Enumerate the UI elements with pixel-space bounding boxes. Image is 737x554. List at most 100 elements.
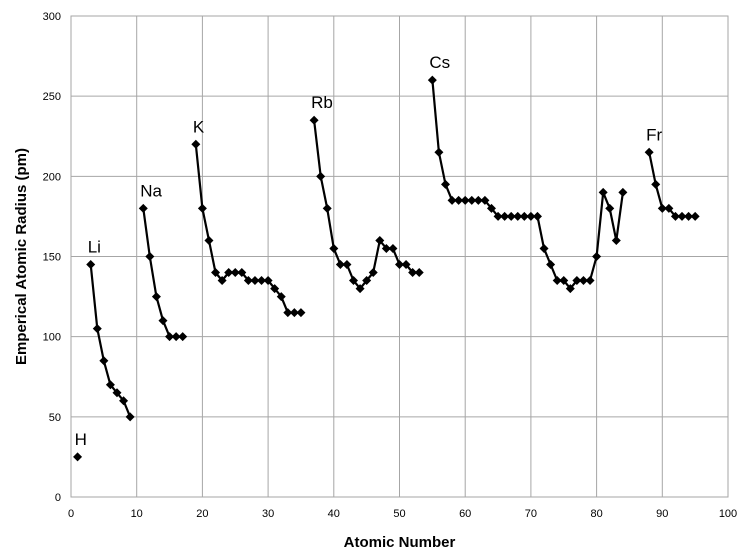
data-point (86, 260, 96, 270)
data-point (335, 260, 345, 270)
data-point (526, 211, 536, 221)
data-point (664, 203, 674, 213)
data-point (92, 324, 102, 334)
data-point (263, 276, 273, 286)
data-point (486, 203, 496, 213)
data-point (112, 388, 122, 398)
data-point (434, 147, 444, 157)
data-point (473, 195, 483, 205)
data-point (329, 243, 339, 253)
data-point (368, 268, 378, 278)
data-point (677, 211, 687, 221)
x-axis-label: Atomic Number (344, 534, 456, 551)
data-point (657, 203, 667, 213)
element-annotations: H Li Na K Rb Cs Fr (75, 53, 663, 449)
x-tick-label: 60 (459, 508, 471, 520)
y-tick-label: 100 (43, 332, 61, 344)
data-point (447, 195, 457, 205)
data-point (197, 203, 207, 213)
data-point (204, 235, 214, 245)
data-point (565, 284, 575, 294)
series-group (191, 139, 306, 318)
data-point (145, 252, 155, 261)
data-point (138, 203, 148, 213)
data-point (250, 276, 260, 286)
data-point (243, 276, 253, 286)
element-label: Fr (646, 125, 662, 144)
x-tick-label: 10 (131, 508, 143, 520)
data-point (283, 308, 293, 318)
element-label: Cs (429, 53, 450, 72)
data-point (230, 268, 240, 278)
data-point (73, 452, 83, 462)
data-point (546, 260, 556, 270)
data-point (395, 260, 404, 270)
data-point (270, 284, 280, 294)
data-point (408, 268, 418, 278)
data-point (611, 235, 621, 245)
data-point (578, 276, 588, 286)
element-label: K (193, 117, 205, 136)
data-point (467, 195, 477, 205)
y-tick-label: 0 (55, 492, 61, 504)
data-point (381, 243, 391, 253)
data-point (349, 276, 359, 286)
series-group (73, 452, 83, 462)
data-point (191, 139, 201, 149)
data-point (414, 268, 424, 278)
data-point (552, 276, 562, 286)
y-tick-label: 50 (49, 412, 61, 424)
data-point (158, 316, 168, 326)
data-point (165, 332, 175, 342)
data-point (519, 211, 529, 221)
data-point (532, 211, 542, 221)
data-point (460, 195, 470, 205)
x-tick-label: 20 (196, 508, 208, 520)
x-tick-label: 100 (719, 508, 737, 520)
data-point (388, 243, 398, 253)
x-tick-label: 80 (590, 508, 602, 520)
data-point (500, 211, 510, 221)
y-tick-labels: 0 50 100 150 200 250 300 (43, 11, 61, 504)
x-tick-label: 50 (393, 508, 405, 520)
data-point (480, 195, 490, 205)
data-point (585, 276, 595, 286)
plot-area-frame (70, 15, 729, 498)
data-point (454, 195, 464, 205)
gridlines (70, 15, 729, 498)
data-point (375, 235, 385, 245)
data-point (618, 187, 628, 197)
data-point (592, 252, 602, 261)
data-point (559, 276, 569, 286)
series-line (89, 264, 132, 418)
data-point (224, 268, 234, 278)
data-point (289, 308, 299, 318)
data-point (684, 211, 694, 221)
data-series (73, 75, 700, 462)
element-label: Na (140, 181, 162, 200)
series-group (86, 260, 135, 422)
data-point (440, 179, 450, 189)
data-point (401, 260, 411, 270)
data-point (651, 179, 661, 189)
y-tick-label: 150 (43, 252, 61, 264)
data-point (178, 332, 188, 342)
data-point (105, 380, 115, 390)
series-group (309, 115, 424, 294)
data-point (572, 276, 582, 286)
data-point (309, 115, 319, 125)
data-point (644, 147, 654, 157)
x-tick-labels: 0 10 20 30 40 50 60 70 80 90 100 (68, 508, 737, 520)
y-tick-label: 200 (43, 171, 61, 183)
data-point (690, 211, 700, 221)
data-point (670, 211, 680, 221)
data-point (316, 171, 326, 181)
series-line (194, 144, 301, 314)
data-point (322, 203, 332, 213)
element-label: Li (88, 238, 101, 257)
data-point (99, 356, 109, 366)
data-point (342, 260, 352, 270)
y-tick-label: 300 (43, 11, 61, 23)
data-point (257, 276, 267, 286)
